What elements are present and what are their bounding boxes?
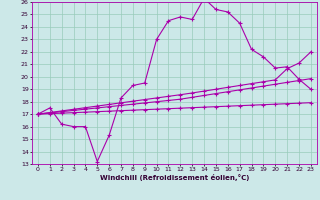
X-axis label: Windchill (Refroidissement éolien,°C): Windchill (Refroidissement éolien,°C) bbox=[100, 174, 249, 181]
